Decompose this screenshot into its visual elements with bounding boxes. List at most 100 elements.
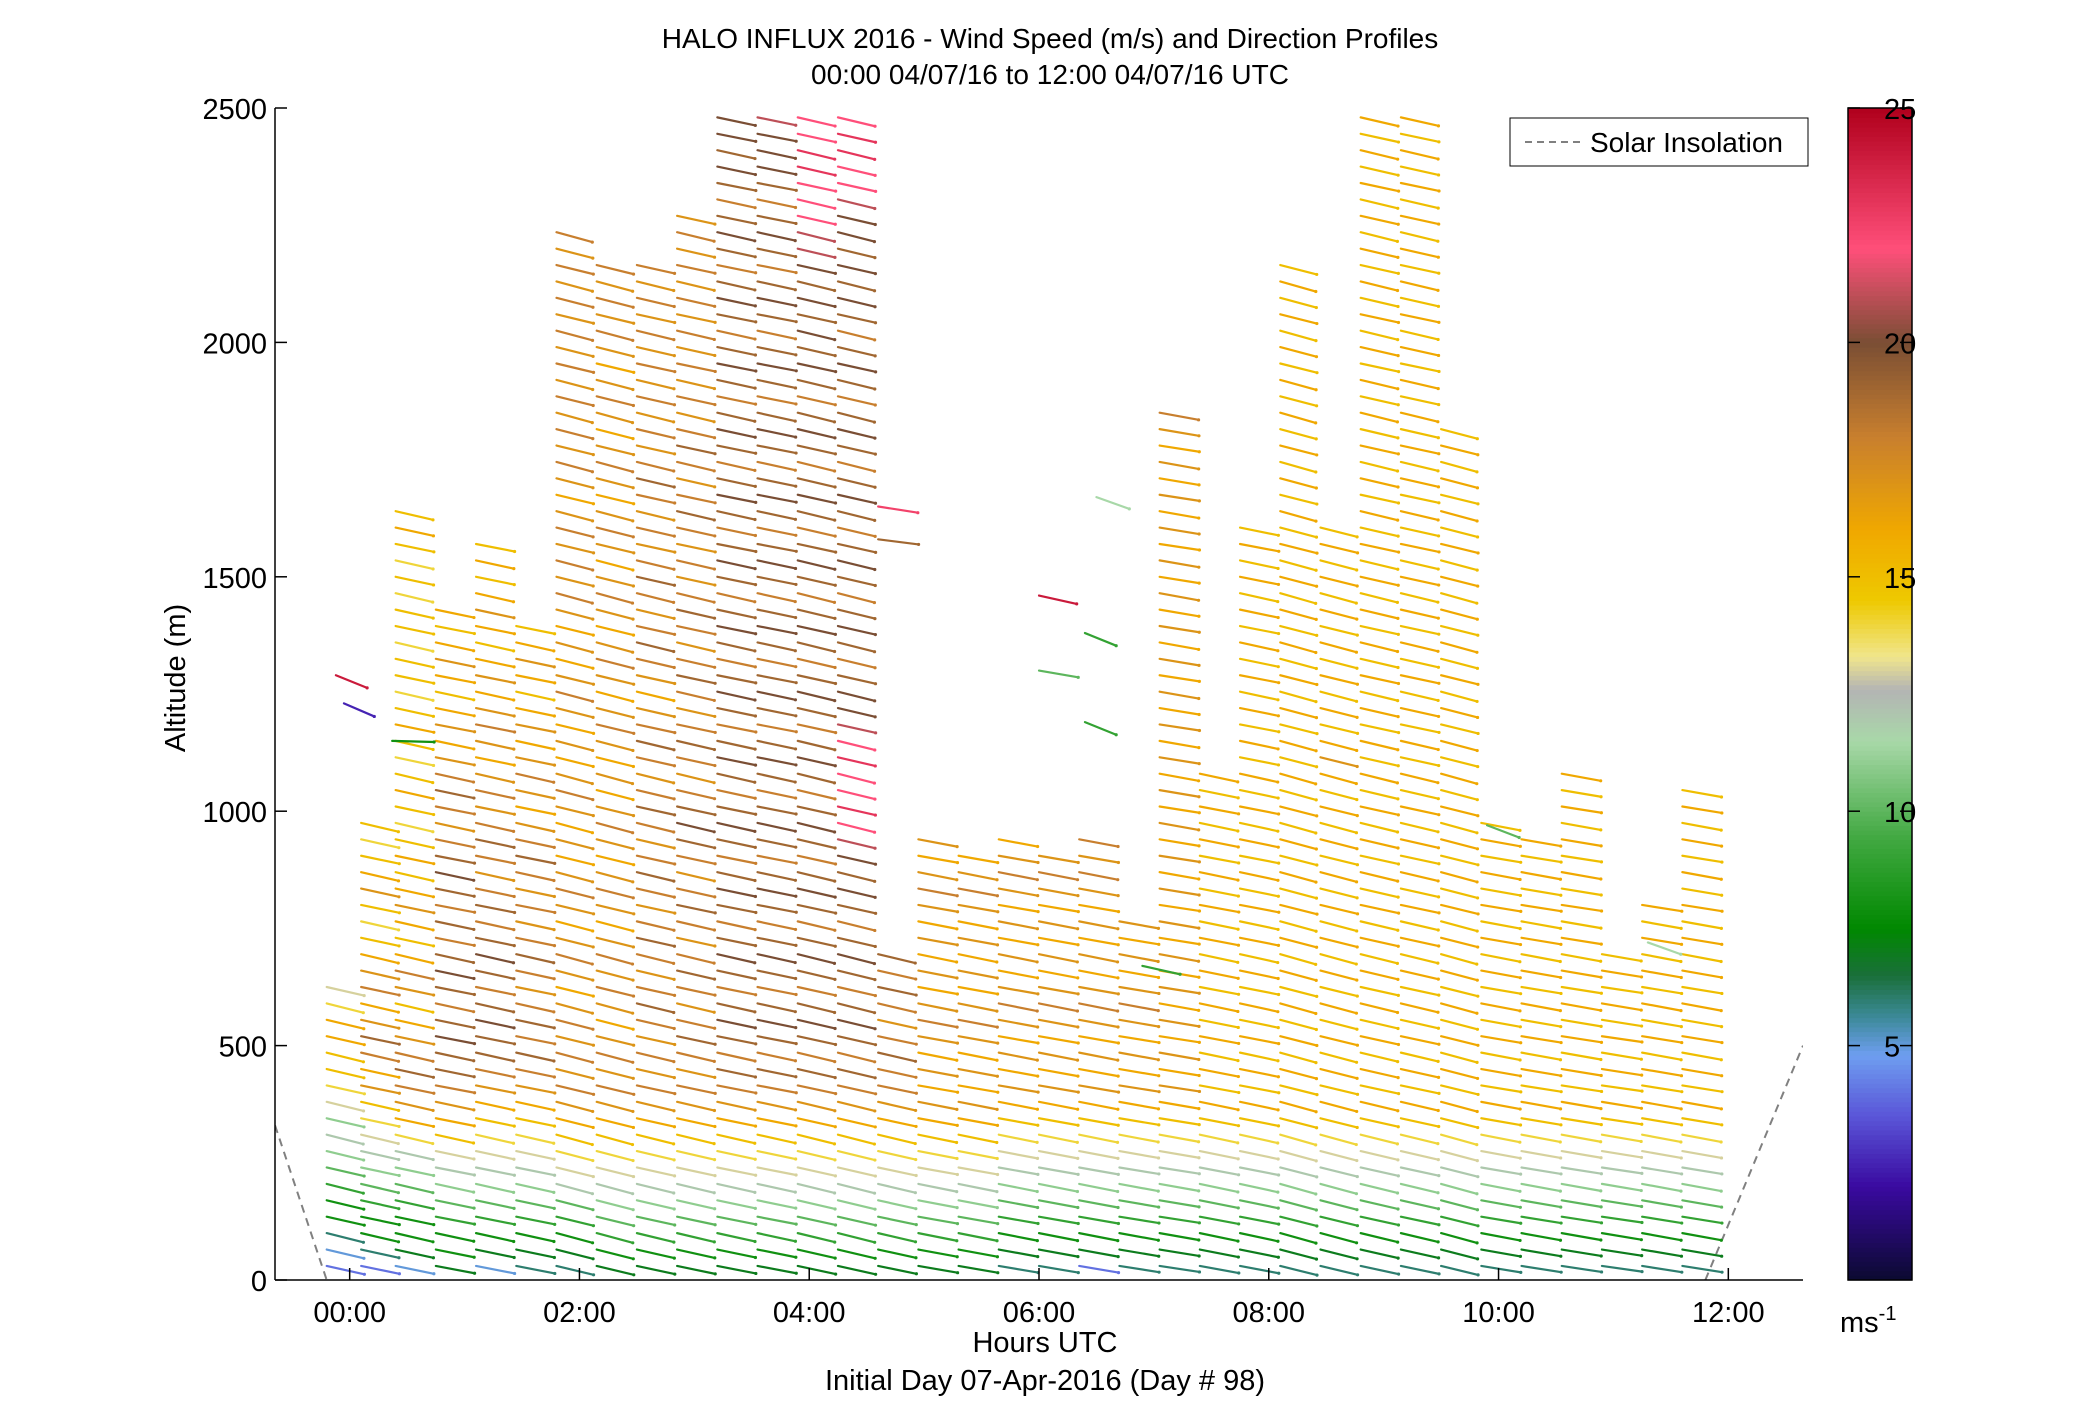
wind-barb [1520,1067,1563,1078]
wind-barb [1399,231,1440,243]
wind-barb [796,526,837,538]
colorbar-strip [1848,548,1912,554]
wind-barb [394,772,435,785]
wind-barb [1319,821,1359,835]
wind-barb [756,362,798,373]
colorbar-strip [1848,773,1912,779]
wind-barb [360,1067,401,1079]
wind-barb [1279,1018,1318,1032]
colorbar-strip [1848,1139,1912,1145]
wind-barb [1359,510,1400,522]
wind-barb [474,1215,517,1226]
wind-barb [360,1035,401,1046]
wind-barb [716,608,757,620]
wind-barb [635,411,676,424]
wind-barb [836,198,877,211]
wind-barb [635,559,676,571]
wind-barb [595,1166,636,1179]
wind-barb [1158,510,1201,520]
wind-barb [1480,985,1523,996]
wind-barb [555,313,596,325]
wind-barb [756,969,798,981]
wind-barb [676,1199,717,1211]
wind-barb [676,690,716,703]
wind-barb [1238,1182,1280,1194]
wind-barb [1681,1166,1724,1176]
wind-barb [957,1264,1000,1275]
colorbar-strip [1848,267,1912,273]
wind-barb [595,1018,635,1031]
wind-barb [716,592,757,604]
wind-barb [1480,1084,1523,1094]
wind-barb [917,969,959,980]
wind-barb [434,985,476,997]
wind-barb [635,756,677,768]
wind-barb [1319,526,1359,539]
colorbar-strip [1848,1233,1912,1239]
wind-barb [1037,1248,1080,1259]
wind-barb [1399,1002,1440,1014]
wind-barb [1319,1166,1359,1179]
wind-barb [796,362,838,374]
wind-barb [796,263,838,276]
colorbar-strip [1848,858,1912,864]
wind-barb [1158,1166,1201,1176]
wind-barb [756,624,798,636]
colorbar-strip [1848,994,1912,1000]
wind-barb [1399,1264,1441,1276]
wind-barb [1641,1067,1684,1078]
wind-barb [1198,1264,1241,1275]
colorbar-strip [1848,628,1912,634]
wind-barb [474,985,516,997]
wind-barb [676,706,717,719]
wind-barb [1641,1002,1683,1013]
wind-barb [1600,1264,1644,1274]
wind-barb [1359,526,1400,538]
wind-barb [1238,542,1281,553]
wind-barb [394,1084,436,1095]
wind-barb [1279,411,1318,425]
colorbar-strip [1848,820,1912,826]
wind-barb [474,739,516,751]
wind-barb [1359,575,1400,587]
wind-barb [1158,559,1201,569]
wind-barb [1520,1084,1563,1094]
wind-barb [1279,542,1319,555]
wind-barb [1399,378,1440,391]
wind-barb [1158,526,1201,536]
wind-barb [1399,149,1440,161]
wind-barb [595,936,636,949]
wind-barb [1359,542,1401,554]
wind-barb [756,542,798,553]
wind-barb [1359,1002,1400,1015]
wind-barb [1198,1182,1240,1194]
wind-barb [1399,362,1441,374]
wind-barb [877,1133,917,1146]
wind-barb [836,1100,877,1113]
wind-barb [635,657,676,670]
colorbar-strip [1848,909,1912,915]
wind-barb [1399,723,1441,735]
wind-barb [796,805,838,817]
colorbar-strip [1848,900,1912,906]
wind-barb [474,1067,516,1079]
colorbar-strip [1848,656,1912,662]
wind-barb [1238,1067,1280,1079]
wind-barb [1319,1117,1359,1130]
wind-barb [1440,1067,1480,1081]
wind-barb [1440,887,1480,900]
wind-barb [1078,854,1121,865]
wind-barb [1198,1100,1240,1112]
wind-barb [796,444,838,456]
colorbar-strip [1848,389,1912,395]
wind-barb [1440,789,1479,802]
colorbar-strip [1848,286,1912,292]
wind-barb [836,559,877,572]
wind-barb [434,756,476,767]
wind-barb [1198,1018,1240,1030]
wind-barb [1480,821,1522,832]
wind-barb [1158,1149,1201,1160]
wind-barb [756,214,798,226]
wind-barb [1118,1067,1161,1078]
